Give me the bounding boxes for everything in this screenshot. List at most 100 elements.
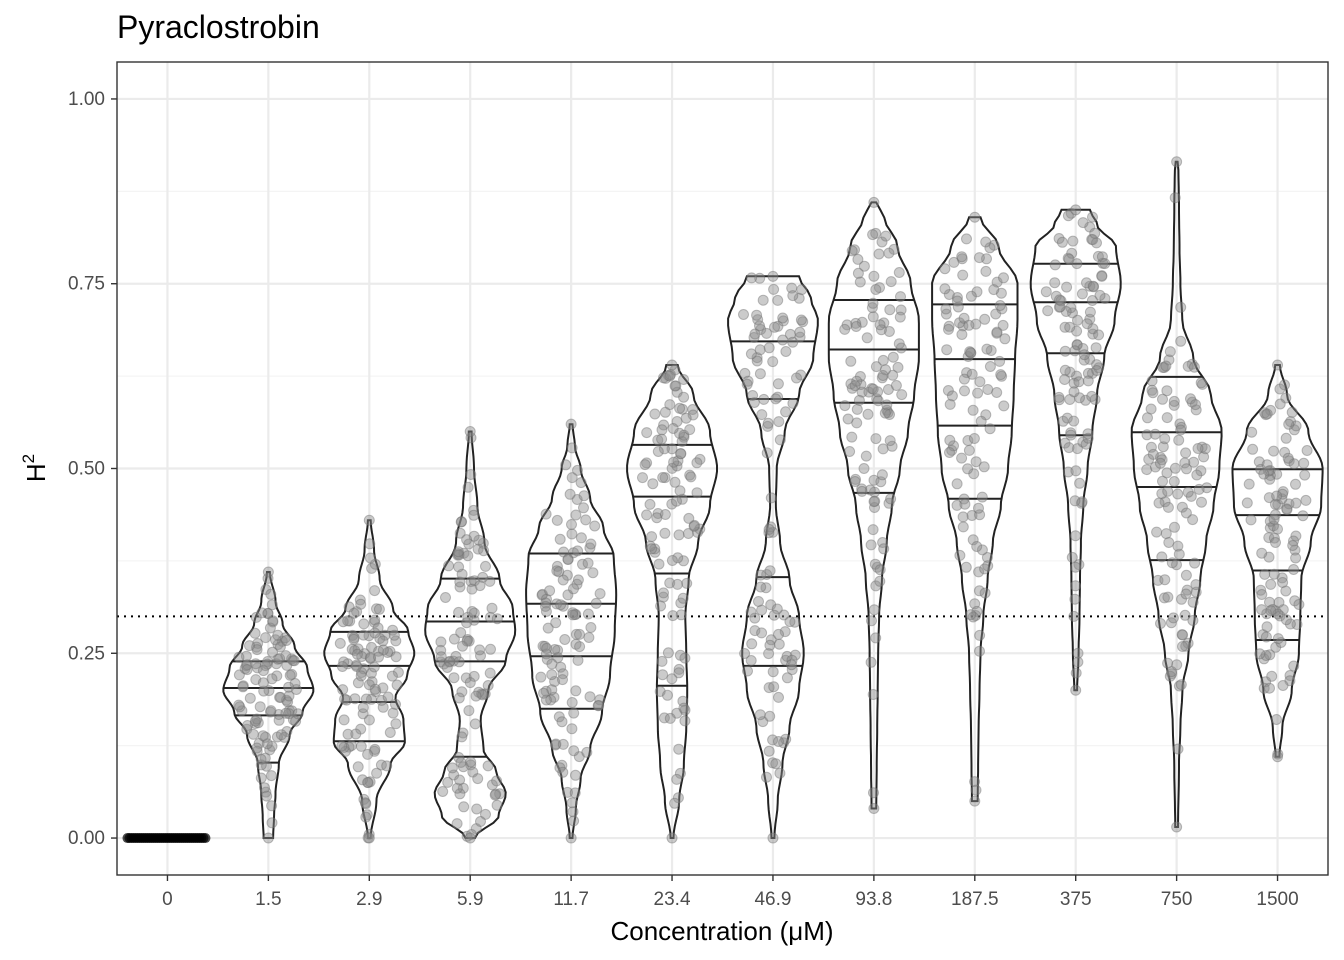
data-point [1270,641,1282,653]
data-point [390,718,402,730]
data-point [567,607,579,619]
data-point [1271,714,1282,725]
data-point [572,464,583,476]
data-point [390,698,401,710]
data-point [1253,456,1265,468]
data-point [251,713,263,725]
data-point [292,708,304,720]
data-point [780,733,792,745]
data-point [675,597,687,609]
data-point [637,472,648,484]
data-point [1096,270,1108,282]
data-point [552,644,564,656]
data-point [757,716,769,728]
data-point [1258,468,1270,480]
data-point [272,653,284,665]
data-point [566,797,578,809]
data-point [1152,574,1164,586]
data-point [266,740,278,752]
data-point [336,661,348,672]
data-point [974,509,986,521]
data-point [644,540,656,552]
data-point [787,336,799,348]
data-point [767,526,779,538]
data-point [241,664,253,676]
data-point [765,634,777,646]
data-point [839,400,851,412]
data-point [1067,235,1079,247]
data-point [944,447,955,458]
data-point [366,641,377,653]
data-point [796,284,808,296]
data-point [871,561,883,573]
data-point [1061,412,1073,424]
data-point [465,432,477,444]
data-point [957,511,969,523]
data-point [352,677,364,689]
data-point [443,656,455,668]
data-point [451,782,463,794]
data-point [958,493,970,505]
data-point [691,487,703,499]
data-point [893,338,905,350]
data-point [991,327,1003,339]
data-point [486,602,498,614]
data-point [362,832,374,844]
data-point [1077,436,1089,448]
data-point [1263,465,1275,477]
data-point [946,390,958,402]
data-point [352,643,364,655]
data-point [1175,424,1187,436]
data-point [564,488,576,500]
x-tick-label: 23.4 [654,889,691,910]
data-point [1055,295,1067,307]
data-point [1065,207,1077,219]
data-point [968,468,980,480]
data-point [786,282,798,294]
data-point [980,409,992,421]
data-point [1159,574,1171,586]
data-point [1288,564,1300,575]
data-point [884,304,896,316]
data-point [789,649,801,661]
data-point [1182,637,1194,649]
data-point [672,455,684,467]
data-point [478,545,490,557]
data-point [780,346,792,357]
data-point [587,567,599,579]
data-point [1141,429,1153,441]
data-point [479,688,491,700]
data-point [839,323,851,335]
data-point [738,309,749,320]
data-point [1082,367,1094,379]
data-point [1065,427,1077,439]
data-point [780,654,792,666]
data-point [967,404,979,416]
data-point [1168,395,1180,407]
data-point [1160,528,1172,540]
data-point [854,371,866,382]
data-point [1167,612,1179,624]
data-point [679,704,691,716]
data-point [341,694,353,706]
data-point [675,448,687,460]
data-point [286,653,298,665]
data-point [1181,463,1192,475]
data-point [242,720,253,731]
data-point [694,453,706,465]
data-point [250,611,262,623]
data-point [957,269,969,281]
data-point [772,391,784,403]
data-point [1060,306,1072,317]
data-point [1063,253,1075,265]
data-point [578,490,590,502]
violin-outline [525,423,618,839]
data-point [339,693,351,705]
data-point [668,456,680,468]
data-point [464,677,476,689]
data-point [1280,614,1292,626]
data-point [1149,461,1161,473]
data-point [995,287,1007,299]
data-point [994,355,1006,367]
data-point [756,627,768,639]
